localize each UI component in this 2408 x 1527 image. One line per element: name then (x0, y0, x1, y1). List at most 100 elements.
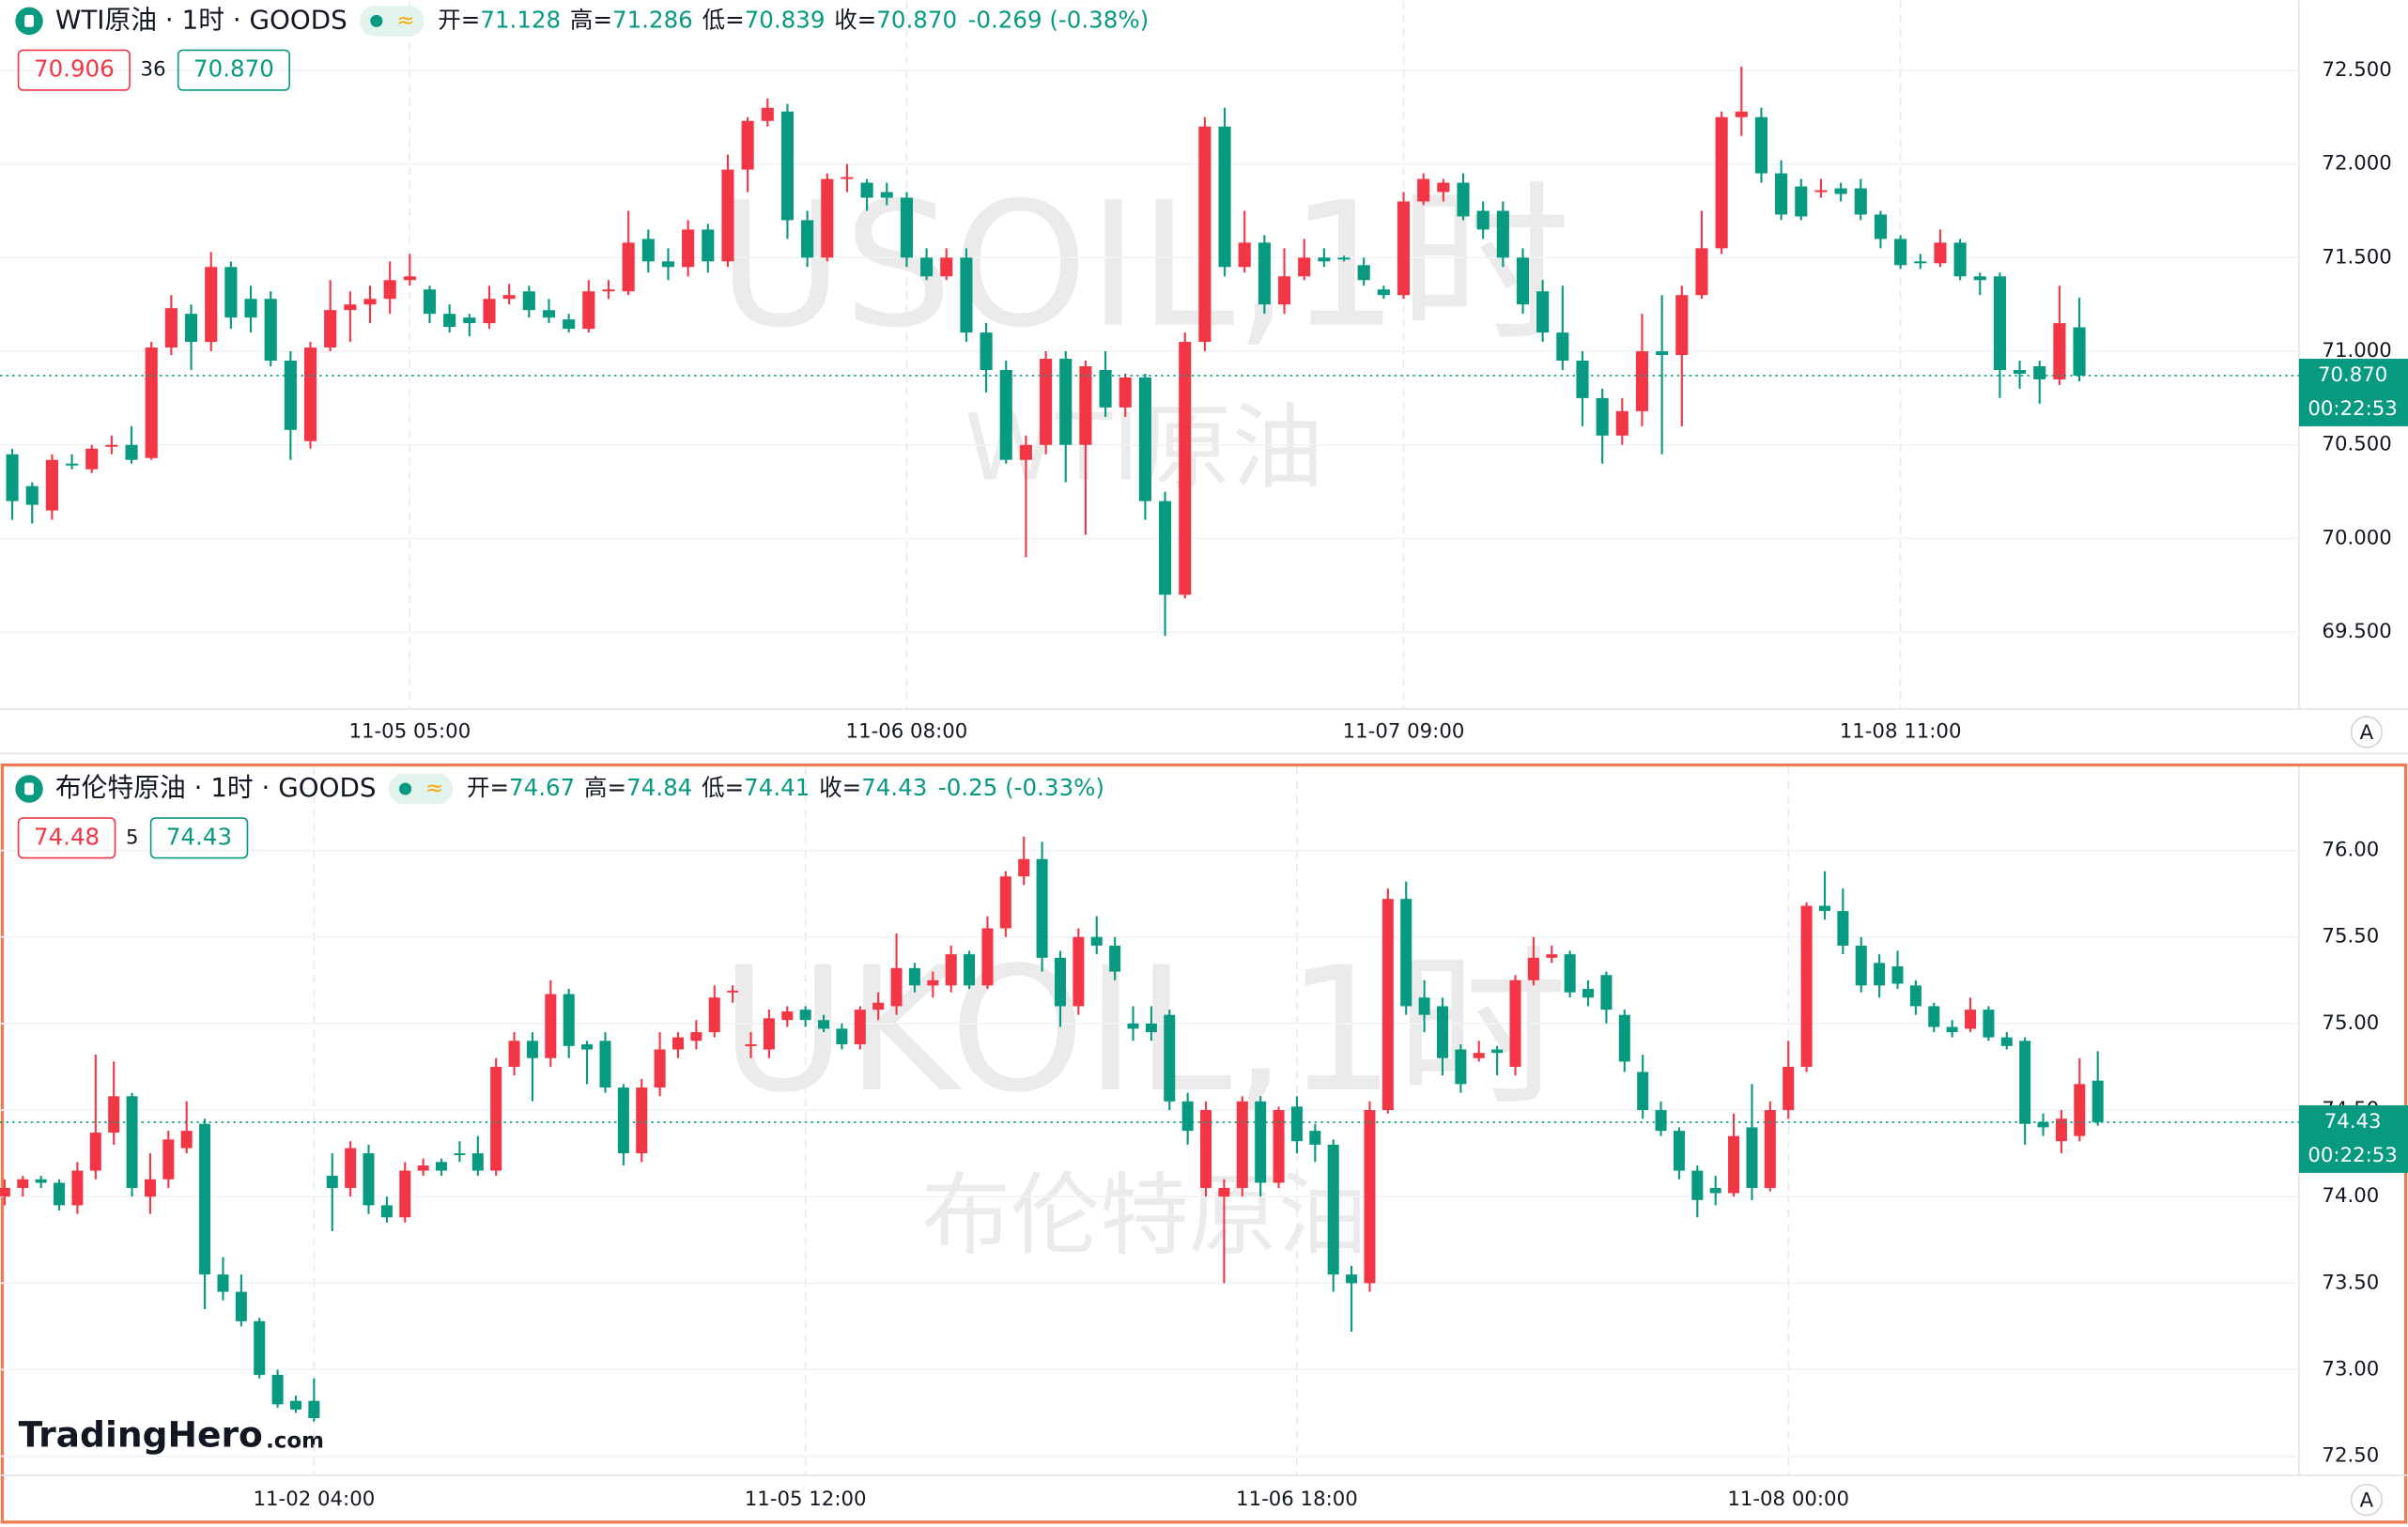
candle-body (1715, 116, 1728, 249)
candle-body (2019, 1041, 2031, 1124)
candle-body (2014, 369, 2027, 374)
candle-body (1655, 1110, 1667, 1132)
candle-body (1536, 291, 1550, 333)
candle-body (1473, 1053, 1485, 1058)
candle-body (443, 314, 456, 328)
candle-body (303, 347, 317, 441)
auto-scale-label[interactable]: A (2360, 1489, 2374, 1513)
change: -0.25 (-0.33%) (938, 774, 1104, 801)
ohlc-value: 71.286 (612, 6, 693, 33)
auto-scale-button[interactable] (2350, 716, 2384, 748)
candle-body (1934, 242, 1947, 264)
candle-body (1258, 242, 1271, 305)
candle-body (1238, 242, 1251, 268)
candle-body (1615, 410, 1628, 436)
candle-body (841, 177, 854, 179)
candle-body (417, 1165, 429, 1171)
x-tick-label: 11-08 00:00 (1727, 1488, 1849, 1511)
candle-body (1564, 954, 1576, 993)
candle-body (2055, 1118, 2067, 1142)
x-tick-label: 11-06 08:00 (846, 719, 968, 743)
candle-body (184, 314, 198, 343)
candle-body (761, 107, 774, 121)
y-tick-label: 75.50 (2322, 925, 2379, 949)
candle-body (344, 304, 357, 311)
candle-body (1754, 116, 1768, 174)
candle-body (581, 1043, 594, 1050)
candle-body (1337, 257, 1351, 260)
candle-body (1635, 351, 1649, 411)
y-tick-label: 71.500 (2322, 245, 2391, 269)
ohlc-value: 74.43 (861, 774, 927, 801)
candle-body (1618, 1014, 1630, 1062)
candle-body (1073, 936, 1085, 1007)
candle-body (1837, 911, 1849, 946)
candle-body (508, 1041, 520, 1067)
status-dot (399, 782, 412, 795)
candle-body (1019, 444, 1032, 460)
candle-body (2000, 1037, 2013, 1046)
candle-body (745, 1043, 757, 1046)
candle-body (105, 444, 118, 447)
candle-body (126, 1096, 138, 1188)
candle-body (818, 1020, 830, 1029)
candle-body (217, 1274, 229, 1292)
candle-body (1198, 126, 1212, 343)
ohlc-label: 收= (834, 6, 876, 33)
candle-body (1556, 332, 1569, 362)
ohlc-legend: 开=74.67 高=74.84 低=74.41 收=74.43 -0.25 (-0.33… (467, 774, 1104, 801)
candle-body (636, 1087, 648, 1154)
ohlc-value: 74.67 (509, 774, 575, 801)
candle-body (164, 308, 178, 348)
ohlc-label: 高= (570, 6, 612, 33)
candle-body (654, 1049, 666, 1088)
y-tick-label: 71.000 (2322, 339, 2391, 362)
candle-body (2033, 366, 2046, 379)
candle-body (1138, 377, 1151, 501)
candle-body (1377, 289, 1390, 296)
candle-body (271, 1375, 284, 1405)
candle-body (2037, 1121, 2049, 1128)
candle-body (1145, 1023, 1157, 1033)
candle-body (254, 1320, 266, 1376)
auto-scale-button[interactable] (2350, 1483, 2384, 1517)
candle-body (235, 1291, 247, 1321)
candle-body (1496, 210, 1509, 258)
x-tick-label: 11-08 11:00 (1840, 719, 1962, 743)
candle-body (1509, 979, 1521, 1067)
candle-body (1516, 257, 1530, 305)
candle-body (1735, 111, 1748, 117)
status-dot (370, 14, 383, 27)
candle-body (599, 1041, 611, 1088)
y-tick-label: 73.50 (2322, 1271, 2379, 1294)
candle-body (880, 192, 893, 198)
candle-body (1455, 1049, 1467, 1085)
candle-body (1400, 899, 1412, 1007)
candle-body (1596, 397, 1609, 436)
candle-body (1855, 945, 1867, 986)
candle-body (326, 1176, 338, 1188)
candle-body (1675, 295, 1689, 356)
last-price-tag (2298, 1104, 2408, 1173)
candle-body (1327, 1144, 1339, 1275)
y-tick-label: 74.00 (2322, 1184, 2379, 1208)
candle-body (17, 1179, 29, 1188)
y-tick-label: 72.000 (2322, 152, 2391, 176)
candle-body (563, 994, 575, 1046)
auto-scale-label[interactable]: A (2360, 721, 2374, 745)
candle-body (661, 261, 675, 268)
candle-body (1059, 359, 1073, 445)
candle-body (1691, 1170, 1704, 1200)
candle-body (1236, 1101, 1248, 1188)
candle-body (854, 1010, 866, 1044)
candle-body (563, 319, 576, 330)
status-badge (359, 6, 424, 37)
candle-body (125, 444, 138, 460)
candle-body (1318, 257, 1331, 262)
candle-body (1357, 265, 1370, 281)
x-tick-label: 11-07 09:00 (1343, 719, 1465, 743)
candle-body (671, 1037, 685, 1050)
candle-body (641, 239, 655, 262)
candle-body (1255, 1101, 1267, 1183)
